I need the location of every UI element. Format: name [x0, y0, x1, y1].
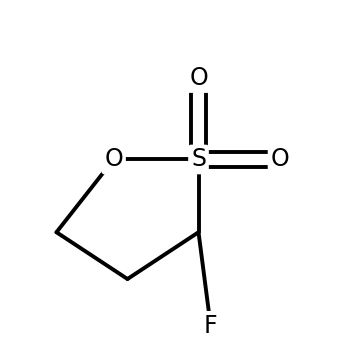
Text: S: S [191, 147, 206, 171]
Text: O: O [271, 147, 289, 171]
Text: F: F [204, 314, 218, 338]
Text: O: O [189, 66, 208, 90]
Text: O: O [104, 147, 123, 171]
